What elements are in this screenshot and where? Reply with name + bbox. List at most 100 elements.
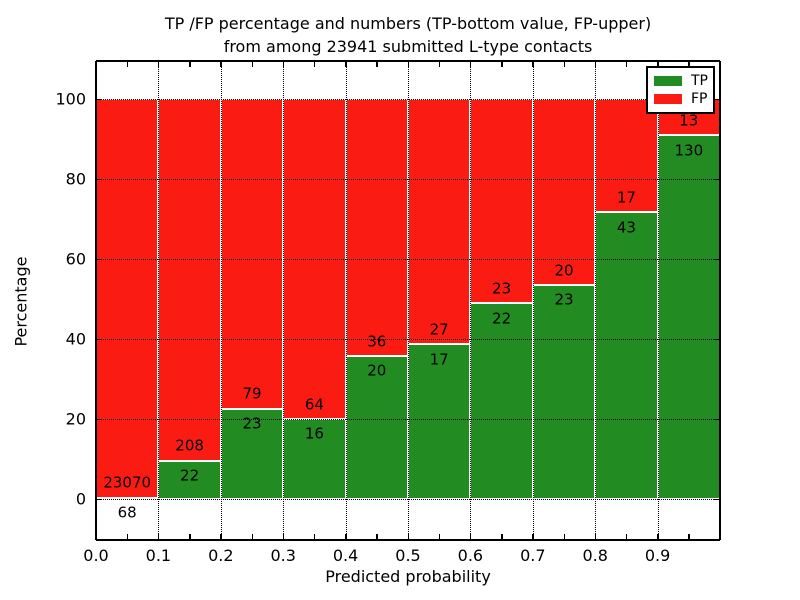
fp-count-label: 23 bbox=[492, 279, 512, 298]
x-tick bbox=[438, 534, 441, 540]
gridline-vertical bbox=[283, 61, 285, 540]
legend-entry-fp: FP bbox=[654, 91, 708, 108]
y-tick-right bbox=[714, 418, 720, 420]
y-axis-line bbox=[95, 61, 97, 540]
x-tick-top bbox=[282, 61, 285, 67]
tp-count-label: 130 bbox=[674, 141, 704, 160]
x-tick-top bbox=[625, 61, 628, 67]
fp-count-label: 208 bbox=[175, 436, 204, 455]
tp-count-label: 43 bbox=[616, 218, 636, 237]
tp-count-label: 22 bbox=[180, 466, 200, 485]
x-tick-top bbox=[688, 61, 690, 67]
x-tick-top bbox=[657, 61, 659, 67]
plot-border-right bbox=[719, 61, 721, 540]
x-tick-top bbox=[438, 61, 441, 67]
chart-title-line1: TP /FP percentage and numbers (TP-bottom… bbox=[164, 14, 652, 33]
x-tick-label: 0.2 bbox=[208, 546, 234, 565]
gridline-vertical bbox=[595, 61, 597, 540]
x-tick bbox=[594, 534, 597, 540]
gridline-vertical bbox=[657, 61, 659, 540]
legend-entry-tp: TP bbox=[654, 72, 708, 89]
x-tick bbox=[501, 534, 503, 540]
bar-fp-segment bbox=[532, 99, 596, 286]
x-tick-top bbox=[594, 61, 597, 67]
x-tick-label: 0.1 bbox=[145, 546, 172, 565]
fp-count-label: 23070 bbox=[103, 473, 152, 492]
x-tick-label: 0.4 bbox=[332, 546, 359, 565]
gridline-vertical bbox=[158, 61, 160, 540]
gridline-vertical bbox=[220, 61, 222, 540]
y-tick-right bbox=[714, 178, 720, 180]
gridline-horizontal bbox=[96, 419, 720, 420]
y-tick-label: 0 bbox=[75, 489, 86, 509]
fp-count-label: 64 bbox=[304, 395, 324, 414]
x-tick bbox=[563, 534, 565, 540]
fp-count-label: 36 bbox=[367, 332, 387, 351]
gridline-vertical bbox=[345, 61, 347, 540]
y-tick bbox=[96, 98, 102, 100]
y-tick bbox=[96, 418, 102, 420]
legend-label-fp: FP bbox=[691, 91, 708, 108]
tp-count-label: 68 bbox=[117, 503, 137, 522]
bar-fp-segment bbox=[345, 99, 408, 357]
tp-count-label: 16 bbox=[304, 424, 324, 443]
x-tick bbox=[469, 534, 472, 540]
y-tick-label: 40 bbox=[65, 329, 86, 349]
x-tick-top bbox=[532, 61, 534, 67]
fp-color-swatch bbox=[654, 94, 682, 105]
y-tick-label: 80 bbox=[65, 169, 86, 189]
y-tick-label: 60 bbox=[65, 249, 86, 269]
x-tick-top bbox=[126, 61, 129, 67]
y-tick-right bbox=[714, 338, 720, 340]
y-axis-label: Percentage bbox=[11, 256, 31, 347]
bar-fp-segment bbox=[220, 99, 284, 409]
bar-tp-segment bbox=[408, 344, 471, 499]
x-tick-top bbox=[563, 61, 565, 67]
x-tick bbox=[345, 534, 347, 540]
gridline-vertical bbox=[470, 61, 472, 540]
x-tick-top bbox=[407, 61, 409, 67]
x-tick bbox=[126, 534, 129, 540]
plot-area: 23070 68 208 22 79 23 64 16 36 20 27 17 23 22 20 23 17 43… bbox=[95, 60, 721, 541]
x-tick-label: 0.9 bbox=[644, 546, 671, 565]
legend: TP FP bbox=[646, 66, 715, 114]
x-tick bbox=[688, 534, 690, 540]
bar-tp-segment bbox=[470, 303, 533, 499]
legend-label-tp: TP bbox=[691, 72, 708, 89]
x-tick-top bbox=[157, 61, 160, 67]
gridline-horizontal bbox=[96, 179, 720, 180]
gridline-horizontal bbox=[96, 259, 720, 260]
gridline-vertical bbox=[532, 61, 534, 540]
x-tick bbox=[189, 534, 191, 540]
x-tick-label: 0.6 bbox=[457, 546, 484, 565]
gridline-horizontal bbox=[96, 99, 720, 100]
x-tick-top bbox=[501, 61, 503, 67]
x-tick-top bbox=[376, 61, 378, 67]
bar-tp-segment bbox=[657, 135, 720, 499]
y-tick-right bbox=[714, 498, 720, 500]
x-tick-label: 0.5 bbox=[395, 546, 421, 565]
y-tick bbox=[96, 178, 102, 180]
tp-count-label: 22 bbox=[492, 309, 512, 328]
x-tick bbox=[407, 534, 409, 540]
x-axis-label: Predicted probability bbox=[325, 567, 491, 586]
bar-fp-segment bbox=[158, 99, 221, 461]
bar-tp-segment bbox=[532, 285, 596, 499]
gridline-vertical bbox=[408, 61, 409, 540]
tp-color-swatch bbox=[654, 75, 682, 86]
tp-count-label: 23 bbox=[554, 290, 574, 309]
y-tick bbox=[96, 338, 102, 340]
fp-count-label: 13 bbox=[679, 111, 699, 130]
fp-count-label: 20 bbox=[554, 261, 574, 280]
plot-border-top bbox=[96, 60, 720, 62]
x-tick-label: 0.0 bbox=[83, 546, 109, 565]
x-tick-top bbox=[469, 61, 472, 67]
bar-fp-segment bbox=[470, 99, 533, 304]
y-tick bbox=[96, 258, 102, 260]
x-tick bbox=[657, 534, 659, 540]
x-tick bbox=[625, 534, 628, 540]
x-tick-top bbox=[345, 61, 347, 67]
chart-title-line2: from among 23941 submitted L-type contac… bbox=[223, 37, 593, 56]
x-tick bbox=[282, 534, 285, 540]
